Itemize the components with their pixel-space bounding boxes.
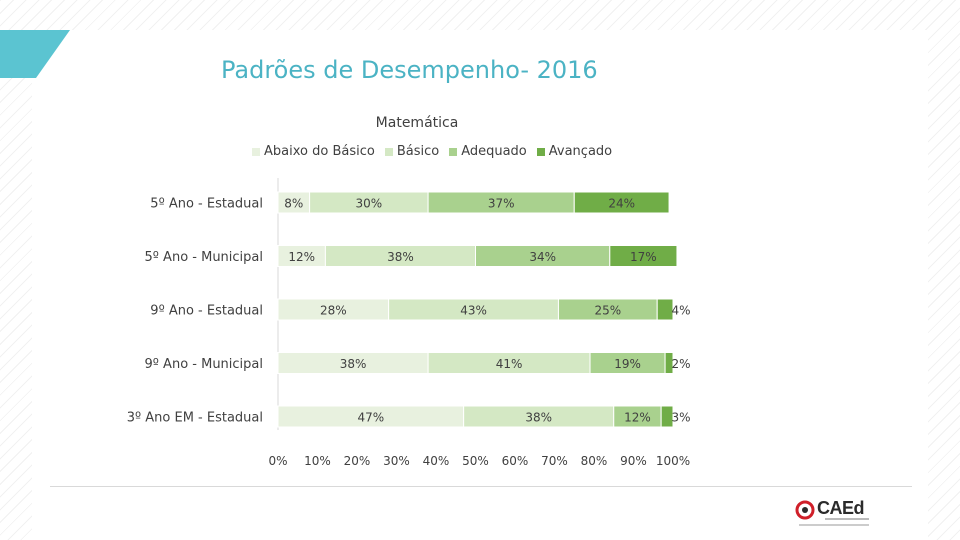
data-label: 34% (529, 250, 556, 264)
footer-divider (50, 486, 912, 487)
data-label: 25% (594, 304, 621, 318)
x-tick-label: 60% (502, 454, 529, 468)
bar-segment (664, 352, 674, 374)
x-tick-label: 40% (423, 454, 450, 468)
legend-item: Avançado (536, 144, 613, 159)
category-label: 5º Ano - Estadual (150, 197, 263, 212)
x-tick-label: 80% (581, 454, 608, 468)
data-label: 38% (340, 357, 367, 371)
x-tick-label: 100% (656, 454, 690, 468)
data-label: 19% (614, 357, 641, 371)
legend-swatch (449, 147, 458, 156)
brand-logo-text: CAEd (817, 498, 865, 518)
data-label: 47% (357, 411, 384, 425)
x-tick-label: 0% (268, 454, 287, 468)
data-label: 4% (671, 304, 690, 318)
data-label: 37% (488, 197, 515, 211)
data-label: 2% (671, 357, 690, 371)
data-label: 12% (288, 250, 315, 264)
bar-segment (660, 405, 674, 428)
bar-segment (609, 245, 678, 267)
brand-logo-subtitle (825, 518, 869, 520)
legend-item: Básico (384, 144, 440, 159)
data-label: 28% (320, 304, 347, 318)
data-label: 43% (460, 304, 487, 318)
category-label: 3º Ano EM - Estadual (127, 411, 263, 426)
legend-item: Adequado (449, 144, 527, 159)
legend-swatch (252, 147, 260, 156)
brand-logo: CAEd (795, 498, 875, 528)
category-label: 9º Ano - Municipal (145, 357, 263, 372)
category-label: 9º Ano - Estadual (150, 304, 263, 319)
x-tick-label: 20% (344, 454, 371, 468)
legend-label: Avançado (548, 144, 613, 159)
bar-segment (656, 298, 674, 321)
x-tick-label: 10% (304, 454, 331, 468)
legend-label: Básico (396, 144, 440, 159)
data-label: 17% (630, 250, 657, 264)
x-tick-label: 70% (541, 454, 568, 468)
brand-logo-subtitle-2 (799, 524, 869, 526)
category-label: 5º Ano - Municipal (145, 250, 263, 265)
data-label: 8% (284, 197, 303, 211)
slide-panel (32, 30, 928, 540)
brand-logo-icon (795, 500, 815, 520)
data-label: 41% (496, 357, 523, 371)
corner-accent (0, 30, 70, 78)
bar-segment (573, 191, 670, 214)
x-tick-label: 30% (383, 454, 410, 468)
x-tick-label: 50% (462, 454, 489, 468)
data-label: 24% (608, 197, 635, 211)
x-tick-label: 90% (620, 454, 647, 468)
legend-swatch (384, 147, 393, 156)
data-label: 30% (356, 197, 383, 211)
slide-title: Padrões de Desempenho- 2016 (221, 56, 598, 84)
data-label: 12% (624, 411, 651, 425)
legend-item: Abaixo do Básico (252, 144, 375, 159)
legend-label: Adequado (461, 144, 527, 159)
data-label: 38% (387, 250, 414, 264)
data-label: 38% (525, 411, 552, 425)
legend-swatch (536, 147, 545, 156)
data-label: 3% (671, 411, 690, 425)
chart-title: Matemática (375, 115, 459, 131)
legend-label: Abaixo do Básico (264, 144, 375, 159)
chart-legend: Abaixo do Básico Básico Adequado Avançado (252, 144, 612, 159)
